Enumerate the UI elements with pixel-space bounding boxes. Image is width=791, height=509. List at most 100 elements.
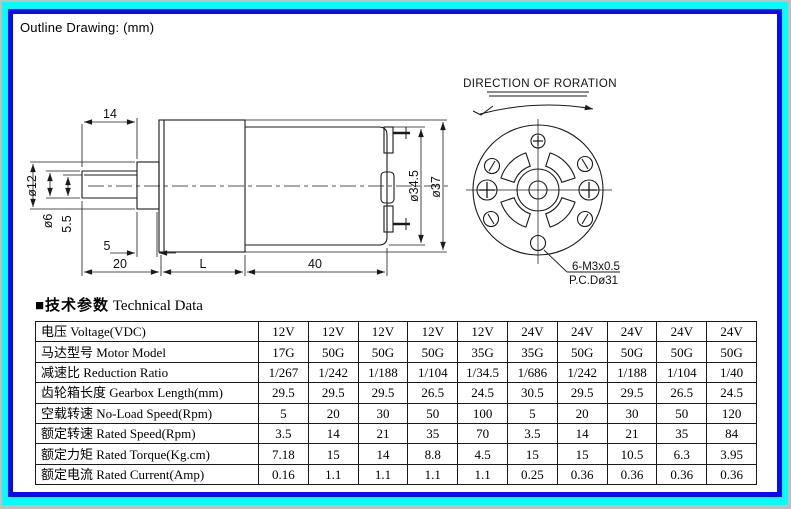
dim-motor-dia: ø34.5 bbox=[407, 170, 421, 202]
pitch-circle-label: P.C.Dø31 bbox=[569, 275, 618, 287]
value-cell: 35G bbox=[506, 341, 558, 363]
table-row: 额定转速 Rated Speed(Rpm) 3.5 14 21 35 70 3.5 14 21 3… bbox=[35, 422, 757, 445]
value-cell: 29.5 bbox=[258, 382, 309, 404]
table-row: 减速比 Reduction Ratio 1/267 1/242 1/188 1/104 1… bbox=[35, 361, 757, 384]
value-cell: 15 bbox=[506, 443, 558, 465]
value-cell: 3.95 bbox=[706, 443, 757, 465]
value-cell: 50G bbox=[706, 341, 757, 363]
section-title-en: Technical Data bbox=[112, 298, 203, 314]
value-cell: 30 bbox=[606, 402, 658, 424]
value-cell: 26.5 bbox=[656, 382, 708, 404]
value-cell: 0.16 bbox=[258, 463, 309, 486]
table-row: 额定力矩 Rated Torque(Kg.cm) 7.18 15 14 8.8 4.5 15… bbox=[35, 443, 757, 465]
value-cell: 14 bbox=[357, 443, 409, 465]
value-cell: 24V bbox=[656, 320, 708, 343]
value-cell: 1/267 bbox=[258, 361, 309, 384]
value-cell: 10.5 bbox=[606, 443, 658, 465]
value-cell: 1.1 bbox=[357, 463, 409, 486]
value-cell: 1/188 bbox=[606, 361, 658, 384]
value-cell: 26.5 bbox=[407, 382, 459, 404]
motor-end-cap bbox=[380, 171, 395, 204]
value-cell: 29.5 bbox=[357, 382, 409, 404]
value-cell: 84 bbox=[706, 422, 757, 445]
value-cell: 7.18 bbox=[258, 443, 309, 465]
value-cell: 8.8 bbox=[407, 443, 459, 465]
value-cell: 17G bbox=[258, 341, 309, 363]
value-cell: 12V bbox=[357, 320, 409, 343]
side-view-dimensions bbox=[30, 118, 447, 276]
screw-note-leader bbox=[543, 249, 620, 273]
dim-shaft-flat: 5.5 bbox=[60, 215, 74, 232]
value-cell: 1/40 bbox=[706, 361, 757, 384]
value-cell: 3.5 bbox=[506, 422, 558, 445]
value-cell: 35G bbox=[457, 341, 508, 363]
value-cell: 24.5 bbox=[457, 382, 508, 404]
row-label: 齿轮箱长度 Gearbox Length(mm) bbox=[35, 382, 259, 404]
value-cell: 29.5 bbox=[307, 382, 359, 404]
value-cell: 1/104 bbox=[656, 361, 708, 384]
value-cell: 1.1 bbox=[407, 463, 459, 486]
value-cell: 50 bbox=[407, 402, 459, 424]
table-row: 空载转速 No-Load Speed(Rpm) 5 20 30 50 100 5 20 30 50… bbox=[35, 402, 757, 424]
side-view bbox=[81, 119, 452, 253]
value-cell: 50G bbox=[307, 341, 359, 363]
value-cell: 1/104 bbox=[407, 361, 459, 384]
page-title: Outline Drawing: (mm) bbox=[20, 20, 155, 35]
table-row: 马达型号 Motor Model 17G 50G 50G 50G 35G 35G 50G 50G… bbox=[35, 341, 757, 363]
value-cell: 6.3 bbox=[656, 443, 708, 465]
value-cell: 29.5 bbox=[606, 382, 658, 404]
dim-boss-dia: ø12 bbox=[25, 175, 39, 197]
value-cell: 5 bbox=[506, 402, 558, 424]
value-cell: 100 bbox=[457, 402, 508, 424]
value-cell: 15 bbox=[307, 443, 359, 465]
value-cell: 1/34.5 bbox=[457, 361, 508, 384]
output-shaft bbox=[81, 170, 137, 199]
value-cell: 3.5 bbox=[258, 422, 309, 445]
value-cell: 21 bbox=[357, 422, 409, 445]
row-label: 减速比 Reduction Ratio bbox=[35, 361, 259, 384]
value-cell: 35 bbox=[656, 422, 708, 445]
value-cell: 30.5 bbox=[506, 382, 558, 404]
table-row: 电压 Voltage(VDC) 12V 12V 12V 12V 12V 24V 24V 24V 2… bbox=[35, 320, 757, 343]
value-cell: 1/188 bbox=[357, 361, 409, 384]
dim-front-section: 20 bbox=[113, 257, 127, 271]
row-label: 空载转速 No-Load Speed(Rpm) bbox=[35, 402, 259, 424]
rotation-arrow bbox=[472, 91, 594, 116]
value-cell: 5 bbox=[258, 402, 309, 424]
technical-data-rows: 电压 Voltage(VDC) 12V 12V 12V 12V 12V 24V 24V 24V 2… bbox=[35, 320, 757, 486]
value-cell: 50G bbox=[556, 341, 608, 363]
value-cell: 14 bbox=[556, 422, 608, 445]
motor-body bbox=[245, 126, 388, 246]
value-cell: 30 bbox=[357, 402, 409, 424]
value-cell: 50G bbox=[407, 341, 459, 363]
value-cell: 0.36 bbox=[706, 463, 757, 486]
row-label: 电压 Voltage(VDC) bbox=[35, 320, 259, 343]
value-cell: 24V bbox=[606, 320, 658, 343]
value-cell: 1/686 bbox=[506, 361, 558, 384]
value-cell: 50G bbox=[656, 341, 708, 363]
value-cell: 24V bbox=[556, 320, 608, 343]
row-label: 额定转速 Rated Speed(Rpm) bbox=[35, 422, 259, 445]
front-view bbox=[466, 91, 620, 273]
spoke-cutouts bbox=[500, 152, 576, 228]
table-row: 齿轮箱长度 Gearbox Length(mm) 29.5 29.5 29.5 26.5… bbox=[35, 382, 757, 404]
value-cell: 14 bbox=[307, 422, 359, 445]
value-cell: 29.5 bbox=[556, 382, 608, 404]
value-cell: 12V bbox=[307, 320, 359, 343]
value-cell: 20 bbox=[556, 402, 608, 424]
value-cell: 1/242 bbox=[307, 361, 359, 384]
screw-spec-label: 6-M3x0.5 bbox=[572, 261, 620, 273]
shaft-hole bbox=[528, 180, 548, 200]
value-cell: 120 bbox=[706, 402, 757, 424]
dim-gearbox-dia: ø37 bbox=[429, 176, 443, 198]
value-cell: 24V bbox=[706, 320, 757, 343]
value-cell: 1.1 bbox=[307, 463, 359, 486]
value-cell: 50 bbox=[656, 402, 708, 424]
motor-terminals bbox=[383, 126, 410, 233]
value-cell: 50G bbox=[606, 341, 658, 363]
section-title-cn: ■技术参数 bbox=[35, 298, 110, 314]
mounting-screws bbox=[476, 133, 600, 252]
value-cell: 50G bbox=[357, 341, 409, 363]
